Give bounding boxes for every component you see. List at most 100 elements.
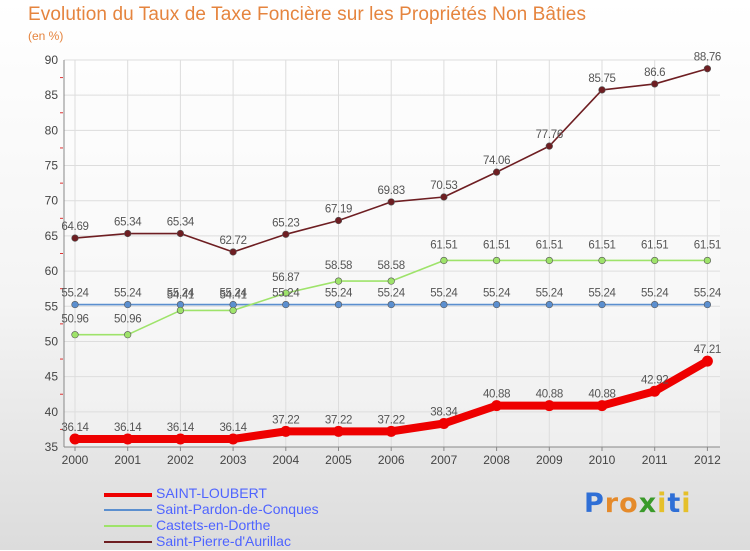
y-tick-label: 50: [45, 334, 59, 348]
legend-swatch: [104, 541, 152, 543]
legend-item: Saint-Pierre-d'Aurillac: [104, 533, 404, 549]
data-point: [545, 300, 553, 309]
logo-letter: P: [584, 488, 605, 519]
x-tick-label: 2003: [220, 453, 247, 467]
data-point: [124, 331, 132, 339]
data-label: 55.24: [641, 288, 669, 300]
y-tick-label: 90: [45, 53, 59, 67]
y-tick-label: 45: [45, 370, 59, 384]
data-label: 58.58: [325, 260, 352, 272]
data-point: [176, 306, 184, 315]
x-tick-label: 2010: [589, 453, 616, 467]
legend-swatch: [104, 525, 152, 527]
data-label: 55.24: [325, 288, 353, 300]
grid: [64, 59, 720, 447]
data-label: 88.76: [694, 52, 721, 64]
data-point: [651, 80, 659, 88]
data-label: 54.41: [167, 289, 194, 301]
data-label: 40.88: [483, 389, 510, 401]
data-label: 86.6: [644, 67, 665, 79]
data-point: [124, 300, 132, 309]
x-tick-label: 2000: [62, 453, 89, 467]
x-tick-label: 2008: [483, 453, 510, 467]
legend-item: Saint-Pardon-de-Conques: [104, 501, 404, 517]
data-point: [333, 425, 344, 437]
data-label: 65.23: [272, 217, 299, 229]
data-point: [122, 433, 134, 445]
data-point: [387, 300, 395, 309]
data-labels: 36.14 36.14 36.14 36.14 37.22 37.22 37.22 38.34…: [61, 52, 722, 434]
data-label: 55.24: [167, 288, 195, 300]
data-point: [596, 400, 608, 412]
data-label: 55.24: [219, 288, 247, 300]
plot-area: [64, 60, 720, 447]
data-point: [543, 400, 555, 412]
data-label: 61.51: [430, 239, 457, 251]
data-label: 54.41: [219, 289, 246, 301]
data-label: 61.51: [588, 239, 615, 251]
data-point: [282, 230, 290, 238]
data-point: [176, 229, 184, 238]
data-point: [227, 433, 239, 445]
data-point: [545, 256, 553, 265]
series-group: [69, 65, 713, 445]
data-point: [440, 300, 448, 309]
data-label: 55.24: [536, 288, 564, 300]
data-point: [282, 289, 290, 297]
data-point: [334, 277, 343, 285]
legend-label: Castets-en-Dorthe: [156, 517, 271, 533]
chart-subtitle: (en %): [28, 29, 64, 43]
data-label: 61.51: [483, 239, 510, 251]
chart-title: Evolution du Taux de Taxe Foncière sur l…: [28, 4, 587, 25]
logo-letter: x: [638, 488, 658, 519]
data-label: 55.24: [694, 288, 722, 300]
data-label: 70.53: [430, 180, 457, 192]
y-tick-label: 55: [45, 299, 59, 313]
data-label: 67.19: [325, 203, 352, 215]
data-label: 37.22: [272, 414, 299, 426]
x-tick-label: 2004: [272, 453, 299, 467]
data-point: [229, 248, 237, 256]
data-point: [71, 300, 79, 309]
data-point: [334, 300, 343, 309]
data-point: [703, 300, 712, 309]
data-label: 77.76: [536, 129, 563, 141]
data-point: [493, 168, 501, 176]
logo-letter: o: [619, 488, 639, 519]
data-label: 55.24: [61, 288, 89, 300]
data-point: [334, 216, 343, 225]
data-point: [71, 234, 79, 242]
data-label: 61.51: [641, 239, 668, 251]
data-label: 55.24: [483, 288, 511, 300]
data-point: [124, 229, 132, 238]
data-label: 69.83: [378, 185, 405, 197]
legend-label: Saint-Pierre-d'Aurillac: [156, 533, 291, 549]
data-point: [174, 433, 186, 445]
data-label: 36.14: [219, 422, 247, 434]
data-point: [282, 300, 290, 309]
data-point: [701, 355, 713, 367]
data-label: 36.14: [114, 422, 142, 434]
legend-item: Castets-en-Dorthe: [104, 517, 404, 533]
data-label: 50.96: [61, 314, 88, 326]
data-point: [598, 256, 606, 265]
legend: SAINT-LOUBERT Saint-Pardon-de-Conques Ca…: [104, 485, 404, 549]
data-point: [71, 331, 79, 339]
data-point: [229, 306, 237, 315]
x-tick-label: 2007: [431, 453, 458, 467]
data-point: [387, 198, 395, 206]
data-point: [440, 193, 448, 201]
data-label: 36.14: [61, 422, 89, 434]
data-label: 61.51: [694, 239, 721, 251]
data-label: 42.92: [641, 374, 668, 386]
data-label: 65.34: [114, 217, 142, 229]
data-label: 55.24: [430, 288, 458, 300]
data-point: [438, 417, 450, 429]
legend-label: SAINT-LOUBERT: [156, 485, 267, 501]
proxiti-logo: Proxiti: [584, 488, 692, 519]
x-tick-label: 2009: [536, 453, 563, 467]
y-tick-label: 35: [45, 440, 59, 454]
data-label: 40.88: [536, 389, 563, 401]
data-point: [280, 425, 292, 437]
data-point: [491, 400, 503, 412]
